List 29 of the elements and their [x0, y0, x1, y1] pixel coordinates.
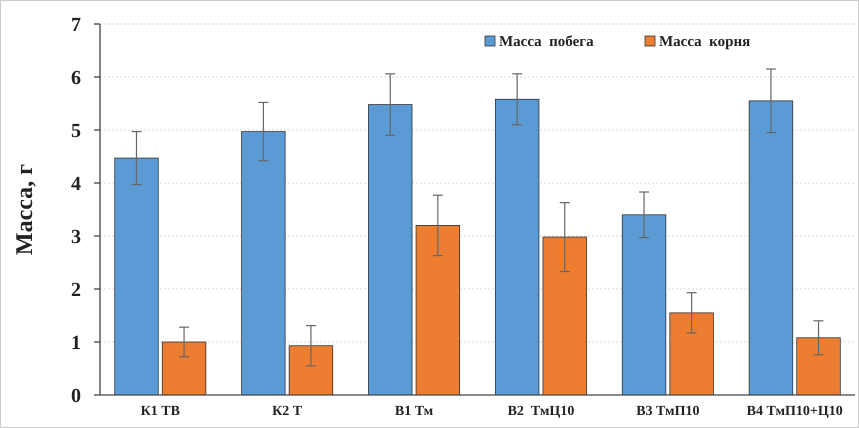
bar [748, 100, 794, 396]
bar [114, 158, 159, 396]
bar [288, 345, 334, 396]
y-tick-label: 2 [71, 279, 81, 301]
x-tick-label: К2 Т [272, 404, 303, 419]
x-tick-label: В1 Тм [394, 404, 434, 419]
bar [162, 342, 206, 396]
y-axis-title: Масса, г [12, 164, 38, 256]
bar [622, 214, 666, 396]
y-tick-label: 5 [71, 120, 81, 142]
y-tick-label: 0 [71, 385, 81, 407]
x-tick-label: В4 ТмП10+Ц10 [746, 404, 843, 419]
x-tick-label: В2 ТмЦ10 [508, 404, 574, 419]
y-tick-label: 4 [71, 173, 81, 195]
y-tick-label: 7 [71, 14, 81, 36]
legend-label: Масса корня [659, 34, 750, 50]
y-tick-label: 3 [71, 226, 81, 248]
y-tick-label: 1 [71, 332, 81, 354]
bar [494, 98, 540, 396]
y-tick-label: 6 [71, 67, 81, 89]
x-tick-label: В3 ТмП10 [636, 404, 700, 419]
bar [542, 236, 587, 396]
bar [669, 312, 714, 396]
bar [416, 225, 460, 396]
bar [368, 104, 412, 396]
bar [796, 337, 841, 396]
legend-label: Масса побега [499, 34, 594, 50]
x-tick-label: К1 ТВ [140, 404, 180, 419]
bar [241, 131, 286, 396]
